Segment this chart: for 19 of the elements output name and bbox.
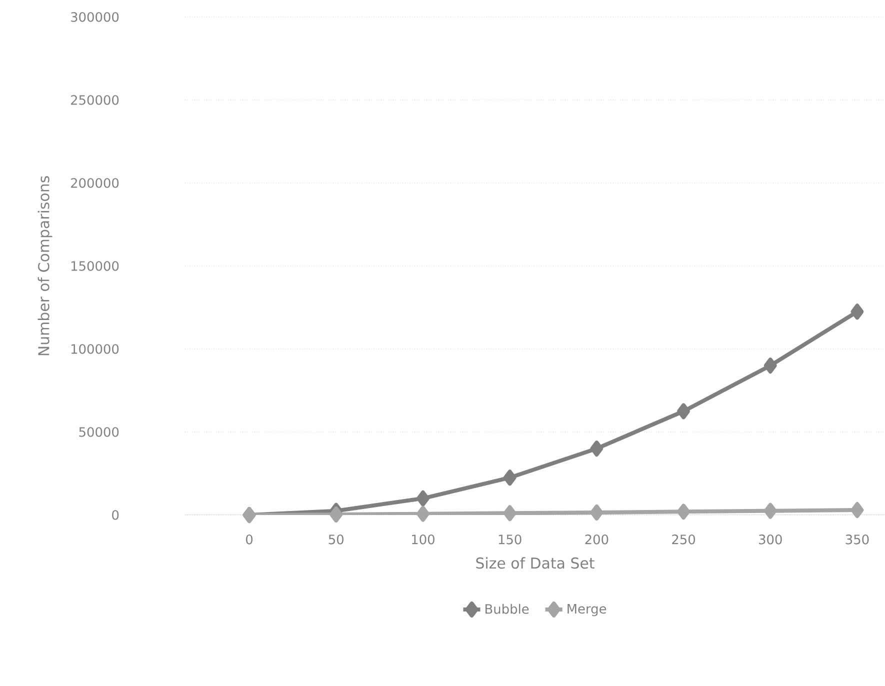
y-tick-label: 100000 xyxy=(71,344,119,354)
x-tick-label: 0 xyxy=(246,534,253,544)
x-tick-label: 300 xyxy=(758,534,782,544)
x-tick-label: 200 xyxy=(585,534,608,544)
x-axis-title: Size of Data Set xyxy=(476,557,594,569)
legend-label: Bubble xyxy=(486,604,529,614)
y-axis-title: Number of Comparisons xyxy=(38,176,52,356)
x-tick-label: 250 xyxy=(672,534,696,544)
y-tick-label: 300000 xyxy=(71,12,119,22)
x-tick-label: 150 xyxy=(498,534,522,544)
y-tick-label: 0 xyxy=(112,510,119,520)
y-tick-label: 150000 xyxy=(71,261,119,271)
y-tick-label: 50000 xyxy=(79,427,119,437)
y-tick-label: 200000 xyxy=(70,178,119,188)
x-tick-label: 350 xyxy=(846,534,869,544)
x-tick-label: 50 xyxy=(328,534,344,544)
x-tick-label: 100 xyxy=(412,534,434,544)
legend-label: Merge xyxy=(568,604,606,616)
y-tick-label: 250000 xyxy=(70,95,119,105)
